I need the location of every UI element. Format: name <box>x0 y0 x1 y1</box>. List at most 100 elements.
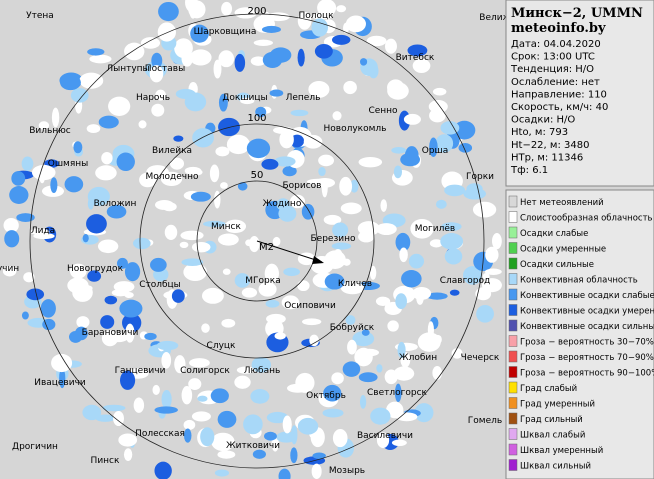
echo-cell <box>234 273 250 288</box>
echo-cell <box>200 427 215 447</box>
echo-cell <box>360 58 368 66</box>
echo-cell <box>107 332 129 343</box>
echo-cell <box>462 266 483 285</box>
echo-cell <box>241 287 258 298</box>
legend-swatch <box>508 273 518 285</box>
legend: Нет метеоявлений Слоистообразная облачнос… <box>508 195 654 472</box>
echo-cell <box>86 214 107 234</box>
city-label: Могилёв <box>415 224 455 234</box>
echo-cell <box>95 165 117 181</box>
echo-cell <box>189 168 203 176</box>
echo-cell <box>38 121 50 130</box>
echo-cell <box>104 295 118 305</box>
echo-cell <box>297 48 305 67</box>
echo-cell <box>266 411 289 424</box>
echo-cell <box>201 287 224 304</box>
legend-swatch <box>508 288 518 301</box>
legend-swatch <box>508 459 518 471</box>
echo-cell <box>140 37 161 49</box>
echo-cell <box>318 167 326 177</box>
legend-label: Гроза − вероятность 70−90% <box>520 353 654 363</box>
echo-cell <box>282 165 297 177</box>
echo-cell <box>218 233 239 246</box>
legend-label: Гроза − вероятность 90−100% <box>520 369 654 379</box>
echo-cell <box>279 130 294 149</box>
echo-cell <box>350 179 359 193</box>
echo-cell <box>119 299 143 318</box>
echo-cell <box>484 268 502 275</box>
city-label: Мозырь <box>329 466 365 476</box>
city-label: Лынтупы <box>106 64 149 74</box>
echo-cell <box>133 237 151 250</box>
echo-cell <box>410 218 434 239</box>
echo-cell <box>87 197 94 210</box>
info-line: Ослабление: нет <box>511 77 600 88</box>
echo-cell <box>23 272 35 283</box>
city-label: Столбцы <box>139 280 181 290</box>
echo-cell <box>332 222 349 238</box>
legend-swatch <box>508 242 518 254</box>
echo-cell <box>323 384 342 402</box>
echo-cell <box>395 232 411 252</box>
city-label: Гомель <box>468 416 502 426</box>
echo-cell <box>11 171 26 186</box>
echo-cell <box>297 11 312 30</box>
echo-cell <box>380 199 387 212</box>
echo-cell <box>221 1 233 16</box>
echo-cell <box>258 281 277 297</box>
echo-cell <box>251 357 272 373</box>
echo-cell <box>39 166 46 184</box>
echo-cell <box>59 368 66 389</box>
legend-swatch <box>508 397 518 409</box>
city-label: Осиповичи <box>284 301 336 311</box>
echo-cell <box>375 296 391 306</box>
city-label: Нарочь <box>136 93 170 103</box>
echo-cell <box>154 461 172 479</box>
echo-cell <box>214 469 230 477</box>
echo-cell <box>432 87 447 96</box>
echo-cell <box>331 242 352 250</box>
echo-cell <box>218 93 228 112</box>
echo-cell <box>332 248 344 268</box>
info-line: Тф: 6.1 <box>510 165 548 176</box>
echo-cell <box>155 89 166 101</box>
echo-cell <box>339 176 353 196</box>
echo-cell <box>318 154 334 167</box>
city-label: Лида <box>31 226 55 236</box>
echo-cell <box>311 18 328 37</box>
echo-cell <box>221 318 236 328</box>
echo-cell <box>414 403 434 423</box>
echo-cell <box>481 278 502 293</box>
echo-cell <box>181 258 204 266</box>
echo-cell <box>485 246 499 263</box>
echo-cell <box>314 44 333 59</box>
echo-cell <box>192 128 214 148</box>
echo-cell <box>218 50 235 68</box>
city-label: Жодино <box>263 199 302 209</box>
info-line: Тенденция: Н/О <box>510 64 594 75</box>
info-line: Дата: 04.04.2020 <box>511 39 601 50</box>
echo-cell <box>358 230 375 243</box>
echo-cell <box>264 263 279 284</box>
echo-cell <box>51 107 60 128</box>
city-label: Дрогичин <box>12 442 58 452</box>
city-label: Велиж <box>479 13 510 23</box>
echo-cell <box>282 415 292 434</box>
echo-cell <box>376 432 390 449</box>
echo-cell <box>246 138 271 159</box>
echo-cell <box>342 361 361 377</box>
echo-cell <box>332 429 348 448</box>
city-label: Солигорск <box>180 366 230 376</box>
echo-cell <box>264 431 277 441</box>
echo-cell <box>361 329 370 336</box>
echo-cell <box>113 281 135 293</box>
echo-cell <box>236 366 255 374</box>
echo-cell <box>72 283 93 302</box>
legend-label: Слоистообразная облачность <box>520 214 653 224</box>
echo-cell <box>190 24 209 43</box>
legend-label: Нет метеоявлений <box>520 198 604 208</box>
echo-cell <box>154 406 178 414</box>
echo-cell <box>86 124 101 134</box>
echo-cell <box>64 176 84 193</box>
echo-cell <box>113 410 124 427</box>
